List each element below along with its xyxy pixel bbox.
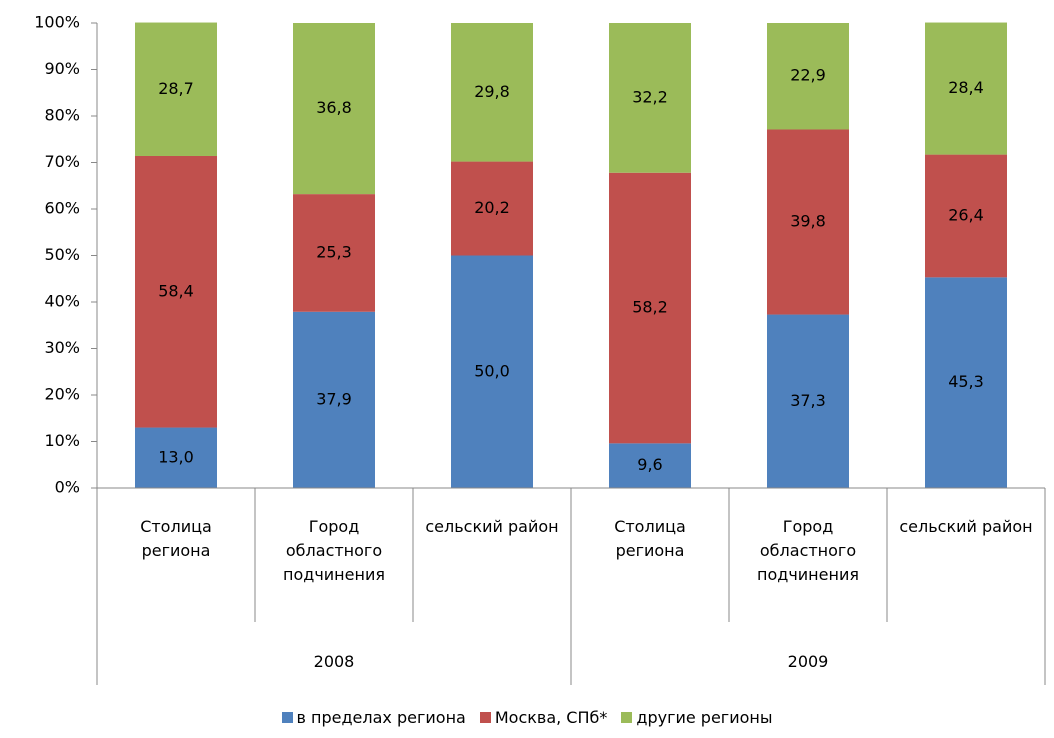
- legend-swatch: [479, 712, 491, 723]
- data-label: 22,9: [790, 66, 826, 85]
- y-tick-label: 40%: [44, 292, 80, 311]
- data-label: 28,7: [158, 79, 194, 98]
- x-tick-label: сельский район: [899, 517, 1033, 536]
- legend-label: Москва, СПб*: [494, 708, 608, 727]
- y-tick-label: 10%: [44, 431, 80, 450]
- data-label: 50,0: [474, 361, 510, 380]
- bar-segment: [135, 155, 217, 428]
- y-tick-label: 70%: [44, 152, 80, 171]
- y-tick-label: 20%: [44, 385, 80, 404]
- legend-swatch: [281, 712, 293, 723]
- bar-segment: [451, 23, 533, 162]
- bar-segment: [925, 277, 1007, 488]
- y-tick-label: 60%: [44, 199, 80, 218]
- y-tick-label: 90%: [44, 59, 80, 78]
- data-label: 20,2: [474, 198, 510, 217]
- data-label: 37,3: [790, 391, 826, 410]
- bar-segment: [135, 427, 217, 488]
- x-tick-label: Столица региона: [140, 517, 212, 560]
- bar-segment: [293, 194, 375, 312]
- legend-label: другие регионы: [636, 708, 773, 727]
- data-label: 29,8: [474, 82, 510, 101]
- bar-segment: [609, 172, 691, 444]
- x-tick-label: Город областного подчинения: [757, 517, 859, 584]
- bar-segment: [925, 22, 1007, 155]
- y-tick-label: 100%: [34, 13, 80, 32]
- data-label: 58,4: [158, 281, 194, 300]
- bar-segment: [135, 22, 217, 156]
- data-label: 36,8: [316, 98, 352, 117]
- bar-segment: [767, 314, 849, 488]
- y-tick-label: 30%: [44, 338, 80, 357]
- data-label: 39,8: [790, 212, 826, 231]
- bar-segment: [925, 154, 1007, 278]
- legend-item: Москва, СПб*: [479, 708, 608, 727]
- group-label: 2009: [787, 652, 829, 671]
- bar-segment: [767, 129, 849, 315]
- data-label: 13,0: [158, 447, 194, 466]
- y-tick-label: 80%: [44, 106, 80, 125]
- x-tick-label: сельский район: [425, 517, 559, 536]
- data-label: 9,6: [637, 455, 662, 474]
- bar-segment: [767, 23, 849, 130]
- data-label: 58,2: [632, 298, 668, 317]
- data-label: 45,3: [948, 372, 984, 391]
- bar-segment: [451, 255, 533, 488]
- legend-item: в пределах региона: [281, 708, 466, 727]
- data-label: 26,4: [948, 205, 984, 224]
- data-label: 25,3: [316, 242, 352, 261]
- data-label: 32,2: [632, 87, 668, 106]
- data-label: 28,4: [948, 78, 984, 97]
- bar-segment: [293, 311, 375, 488]
- y-tick-label: 50%: [44, 245, 80, 264]
- y-tick-label: 0%: [55, 478, 80, 497]
- legend-item: другие регионы: [621, 708, 772, 727]
- legend-swatch: [621, 712, 633, 723]
- legend: в пределах региона Москва, СПб* другие рег…: [0, 708, 1054, 727]
- data-label: 37,9: [316, 389, 352, 408]
- bar-segment: [451, 161, 533, 256]
- legend-label: в пределах региона: [296, 708, 466, 727]
- bar-segment: [609, 443, 691, 488]
- bar-segment: [609, 23, 691, 173]
- x-tick-label: Город областного подчинения: [283, 517, 385, 584]
- group-label: 2008: [313, 652, 355, 671]
- x-tick-label: Столица региона: [614, 517, 686, 560]
- bar-segment: [293, 23, 375, 195]
